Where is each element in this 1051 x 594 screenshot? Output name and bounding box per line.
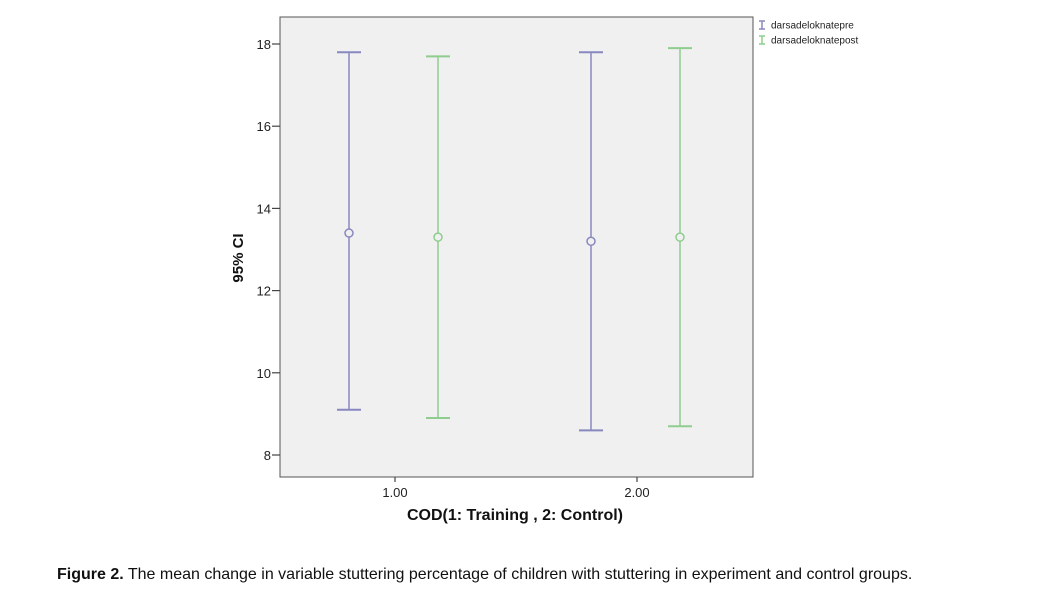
- error-bar-pre: [579, 51, 603, 432]
- x-tick-label: 1.00: [382, 485, 407, 500]
- y-tick-label: 14: [257, 201, 271, 216]
- figure-caption: Figure 2. The mean change in variable st…: [57, 566, 1047, 584]
- y-tick-label: 18: [257, 37, 271, 52]
- error-bar-post: [426, 55, 450, 420]
- mean-marker: [586, 236, 596, 247]
- legend-item: darsadeloknatepost: [759, 35, 859, 47]
- y-tick-label: 10: [257, 366, 271, 381]
- y-tick-label: 16: [257, 119, 271, 134]
- error-bars: [337, 47, 692, 432]
- y-tick-label: 8: [264, 448, 271, 463]
- x-axis: 1.00 2.00: [382, 477, 650, 500]
- chart: 8 10 12 14 16 18 1.00 2.00 95% CI COD(1: Train…: [230, 16, 859, 524]
- mean-marker: [344, 228, 354, 238]
- legend: darsadeloknatepre darsadeloknatepost: [759, 20, 859, 47]
- plot-area: [279, 16, 754, 478]
- x-tick-label: 2.00: [624, 485, 649, 500]
- y-tick-label: 12: [257, 284, 271, 299]
- error-bar-pre: [337, 51, 361, 411]
- error-bar-post: [668, 47, 692, 428]
- legend-label: darsadeloknatepre: [771, 21, 854, 32]
- legend-item: darsadeloknatepre: [759, 20, 854, 32]
- y-axis-label: 95% CI: [230, 233, 247, 282]
- mean-marker: [675, 232, 685, 242]
- caption-label: Figure 2.: [57, 566, 124, 583]
- x-axis-label: COD(1: Training , 2: Control): [407, 507, 623, 524]
- legend-label: darsadeloknatepost: [771, 36, 859, 47]
- mean-marker: [433, 232, 443, 242]
- caption-text: The mean change in variable stuttering p…: [123, 566, 913, 583]
- y-axis: 8 10 12 14 16 18: [257, 37, 280, 463]
